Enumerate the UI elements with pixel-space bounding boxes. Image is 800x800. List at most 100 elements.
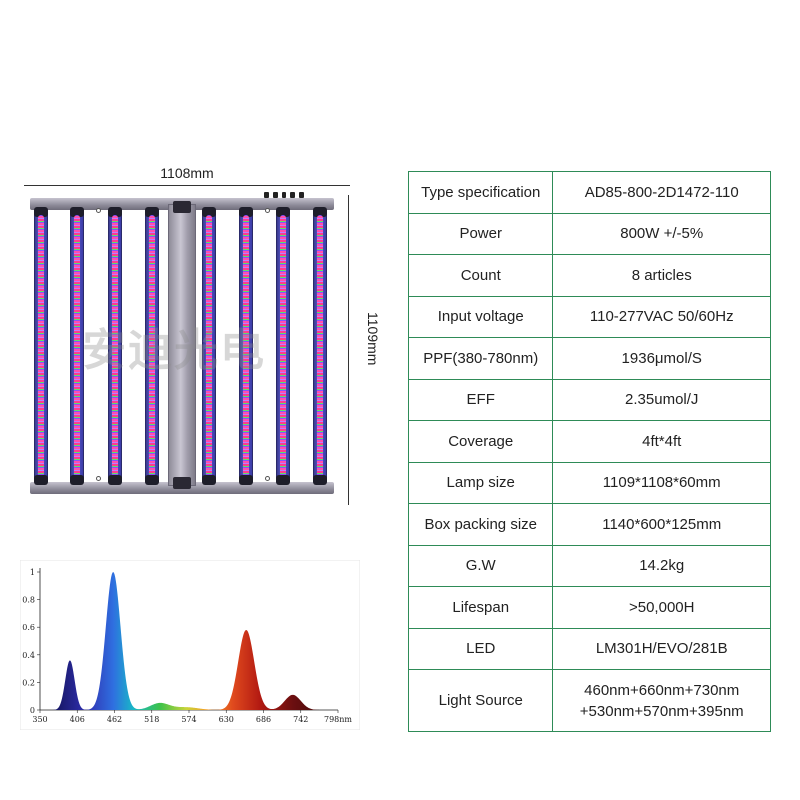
x-tick-label: 798nm bbox=[324, 715, 352, 724]
bar-end-cap bbox=[34, 207, 48, 217]
spec-value: 1936μmol/S bbox=[552, 337, 771, 380]
bar-end-cap bbox=[70, 207, 84, 217]
spec-row: LED LM301H/EVO/281B bbox=[407, 627, 771, 670]
spec-label: Count bbox=[407, 254, 554, 297]
y-tick-label: 0 bbox=[30, 706, 35, 715]
specification-table-body: Type specification AD85-800-2D1472-110 Pow… bbox=[407, 171, 771, 732]
x-tick-label: 630 bbox=[219, 715, 234, 724]
spec-label: Light Source bbox=[407, 669, 554, 732]
spec-label: Power bbox=[407, 212, 554, 255]
bar-end-cap bbox=[70, 475, 84, 485]
led-strip bbox=[317, 215, 323, 477]
spec-value-line: LM301H/EVO/281B bbox=[595, 640, 728, 658]
x-tick-label: 518 bbox=[144, 715, 159, 724]
spec-label: LED bbox=[407, 627, 554, 670]
y-tick-label: 0.2 bbox=[22, 678, 35, 687]
spec-value: 14.2kg bbox=[552, 544, 771, 587]
bar-end-cap bbox=[276, 207, 290, 217]
bar-end-cap bbox=[239, 207, 253, 217]
width-dimension: 1108mm bbox=[24, 165, 350, 190]
x-tick-labels: 350 406 462 518 574 630 686 742 798nm bbox=[32, 710, 352, 724]
led-bar bbox=[145, 207, 159, 485]
spec-label: EFF bbox=[407, 378, 554, 421]
spec-value: 460nm+660nm+730nm +530nm+570nm+395nm bbox=[552, 669, 771, 732]
x-tick-label: 574 bbox=[181, 715, 196, 724]
spec-label: Input voltage bbox=[407, 295, 554, 338]
spec-label: Coverage bbox=[407, 420, 554, 463]
bar-end-cap bbox=[145, 475, 159, 485]
spec-label: G.W bbox=[407, 544, 554, 587]
spec-value: 4ft*4ft bbox=[552, 420, 771, 463]
led-bar bbox=[108, 207, 122, 485]
height-dimension-line bbox=[348, 195, 349, 505]
y-tick-label: 1 bbox=[30, 568, 35, 577]
bar-end-cap bbox=[276, 475, 290, 485]
led-bar bbox=[276, 207, 290, 485]
spec-value-line: 8 articles bbox=[631, 266, 692, 284]
spec-value: >50,000H bbox=[552, 586, 771, 629]
x-tick-label: 350 bbox=[32, 715, 47, 724]
x-tick-label: 462 bbox=[107, 715, 122, 724]
spec-value: 1109*1108*60mm bbox=[552, 461, 771, 504]
bar-end-cap bbox=[34, 475, 48, 485]
led-bar bbox=[34, 207, 48, 485]
y-tick-label: 0.4 bbox=[22, 651, 35, 660]
led-strip bbox=[280, 215, 286, 477]
spec-value-line: 800W +/-5% bbox=[620, 225, 704, 243]
led-strip bbox=[112, 215, 118, 477]
x-tick-label: 686 bbox=[256, 715, 271, 724]
spec-row: Coverage 4ft*4ft bbox=[407, 420, 771, 463]
control-knobs bbox=[264, 192, 304, 198]
spec-value-line: 1109*1108*60mm bbox=[602, 474, 721, 492]
grow-light-fixture-image bbox=[30, 192, 334, 494]
bar-end-cap bbox=[108, 475, 122, 485]
spec-value: 8 articles bbox=[552, 254, 771, 297]
width-dimension-label: 1108mm bbox=[160, 165, 214, 181]
bar-end-cap bbox=[108, 207, 122, 217]
specification-table: Type specification AD85-800-2D1472-110 Pow… bbox=[407, 171, 771, 732]
spec-row: G.W 14.2kg bbox=[407, 544, 771, 587]
spec-row: Light Source 460nm+660nm+730nm +530nm+570n… bbox=[407, 669, 771, 732]
mounting-hole bbox=[265, 476, 270, 481]
height-dimension-label: 1109mm bbox=[365, 312, 381, 366]
led-bar bbox=[313, 207, 327, 485]
spec-value-line: +530nm+570nm+395nm bbox=[579, 702, 744, 720]
led-bar bbox=[239, 207, 253, 485]
spec-label: PPF(380-780nm) bbox=[407, 337, 554, 380]
spec-value: AD85-800-2D1472-110 bbox=[552, 171, 771, 214]
spec-row: Lifespan >50,000H bbox=[407, 586, 771, 629]
spec-row: Box packing size 1140*600*125mm bbox=[407, 503, 771, 546]
spectrum-chart-svg: 350 406 462 518 574 630 686 742 798nm 0 0.2 0.4 0.6… bbox=[19, 559, 361, 731]
led-bar bbox=[202, 207, 216, 485]
spec-row: PPF(380-780nm) 1936μmol/S bbox=[407, 337, 771, 380]
spec-row: Input voltage 110-277VAC 50/60Hz bbox=[407, 295, 771, 338]
bar-end-cap bbox=[313, 207, 327, 217]
spec-value-line: 1140*600*125mm bbox=[602, 515, 722, 533]
led-bar bbox=[70, 207, 84, 485]
y-tick-labels: 0 0.2 0.4 0.6 0.8 1 bbox=[22, 568, 40, 715]
spec-value-line: 110-277VAC 50/60Hz bbox=[589, 308, 734, 326]
spec-value-line: 460nm+660nm+730nm bbox=[584, 681, 740, 699]
chart-spectrum-area bbox=[53, 572, 320, 710]
spec-value: 2.35umol/J bbox=[552, 378, 771, 421]
led-strip bbox=[206, 215, 212, 477]
spec-value-line: 14.2kg bbox=[639, 557, 685, 575]
spec-value: 1140*600*125mm bbox=[552, 503, 771, 546]
bar-end-cap bbox=[202, 207, 216, 217]
spec-value: 110-277VAC 50/60Hz bbox=[552, 295, 771, 338]
spec-label: Box packing size bbox=[407, 503, 554, 546]
bar-end-cap bbox=[145, 207, 159, 217]
spectrum-chart: 350 406 462 518 574 630 686 742 798nm 0 0.2 0.4 0.6… bbox=[19, 559, 361, 731]
x-tick-label: 406 bbox=[70, 715, 85, 724]
spec-value-line: >50,000H bbox=[628, 598, 695, 616]
bar-end-cap bbox=[313, 475, 327, 485]
led-strip bbox=[149, 215, 155, 477]
x-tick-label: 742 bbox=[293, 715, 308, 724]
spec-value: 800W +/-5% bbox=[552, 212, 771, 255]
led-strip bbox=[74, 215, 80, 477]
spec-value-line: 4ft*4ft bbox=[642, 432, 682, 450]
spec-value: LM301H/EVO/281B bbox=[552, 627, 771, 670]
spec-row: Lamp size 1109*1108*60mm bbox=[407, 461, 771, 504]
mounting-hole bbox=[96, 476, 101, 481]
bar-end-cap bbox=[202, 475, 216, 485]
